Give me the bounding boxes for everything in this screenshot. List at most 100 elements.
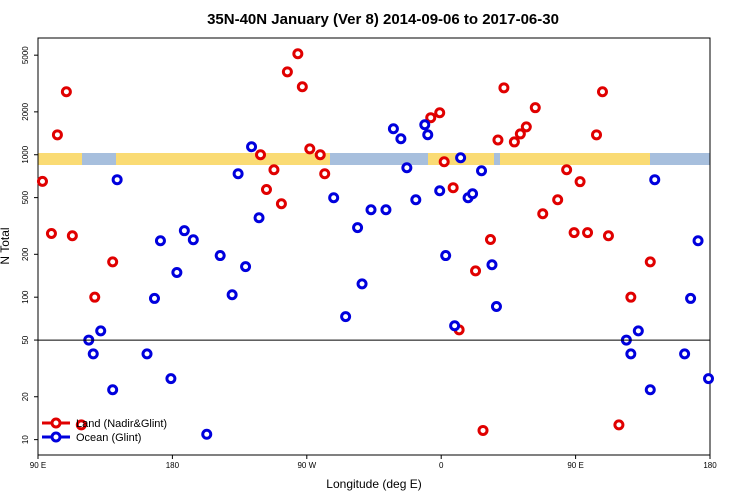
data-point	[356, 278, 368, 290]
data-point	[89, 291, 101, 303]
data-point	[649, 174, 661, 186]
data-point	[596, 86, 608, 98]
data-point	[470, 265, 482, 277]
data-point	[87, 348, 99, 360]
data-point	[514, 128, 526, 140]
data-point	[529, 102, 541, 114]
y-tick-label: 50	[21, 335, 30, 344]
data-point	[314, 149, 326, 161]
x-tick-label: 180	[166, 461, 180, 470]
data-point	[328, 192, 340, 204]
data-point	[476, 165, 488, 177]
data-point	[679, 348, 691, 360]
data-point	[253, 212, 265, 224]
legend-marker	[50, 417, 62, 429]
data-point	[644, 384, 656, 396]
data-point	[268, 164, 280, 176]
data-point	[498, 82, 510, 94]
data-point	[352, 222, 364, 234]
plot-frame	[37, 37, 711, 456]
data-point	[410, 194, 422, 206]
land-strip	[500, 153, 650, 165]
y-tick-label: 500	[21, 190, 30, 204]
data-point	[520, 121, 532, 133]
data-point	[165, 373, 177, 385]
data-point	[232, 168, 244, 180]
data-point	[255, 149, 267, 161]
data-point	[449, 320, 461, 332]
x-tick-label: 0	[439, 461, 444, 470]
data-point	[552, 194, 564, 206]
data-point	[107, 256, 119, 268]
data-point	[591, 129, 603, 141]
data-point	[148, 292, 160, 304]
data-point	[419, 119, 431, 131]
y-tick-label: 100	[21, 290, 30, 304]
legend-label: Ocean (Glint)	[76, 432, 141, 444]
data-point	[275, 198, 287, 210]
x-axis-label: Longitude (deg E)	[326, 477, 421, 491]
data-point	[574, 176, 586, 188]
data-point	[60, 86, 72, 98]
data-point	[36, 175, 48, 187]
y-tick-label: 5000	[21, 46, 30, 64]
data-point	[66, 230, 78, 242]
data-point	[141, 348, 153, 360]
data-point	[111, 174, 123, 186]
data-point	[484, 234, 496, 246]
data-point	[602, 230, 614, 242]
data-point	[568, 227, 580, 239]
data-point	[537, 208, 549, 220]
data-point	[292, 48, 304, 60]
data-point	[201, 428, 213, 440]
data-point	[75, 419, 87, 431]
y-tick-label: 200	[21, 247, 30, 261]
data-point	[107, 384, 119, 396]
data-point	[447, 182, 459, 194]
data-point	[246, 141, 258, 153]
data-point	[434, 107, 446, 119]
data-point	[340, 311, 352, 323]
data-point	[561, 164, 573, 176]
data-point	[214, 250, 226, 262]
data-point	[508, 136, 520, 148]
y-tick-label: 1000	[21, 145, 30, 163]
x-tick-label: 90 W	[297, 461, 316, 470]
data-point	[45, 227, 57, 239]
land-strip	[38, 153, 82, 165]
data-point	[304, 143, 316, 155]
data-point	[387, 123, 399, 135]
legend-marker	[50, 431, 62, 443]
data-point	[365, 204, 377, 216]
data-point	[260, 184, 272, 196]
data-point	[319, 168, 331, 180]
data-point	[425, 112, 437, 124]
x-tick-label: 180	[703, 461, 717, 470]
map-strip	[38, 153, 710, 165]
y-tick-label: 2000	[21, 102, 30, 120]
data-point	[395, 133, 407, 145]
data-point	[401, 162, 413, 174]
data-point	[438, 156, 450, 168]
data-point	[644, 256, 656, 268]
chart-title: 35N-40N January (Ver 8) 2014-09-06 to 20…	[207, 11, 559, 28]
data-point	[490, 301, 502, 313]
data-point	[582, 227, 594, 239]
data-point	[455, 152, 467, 164]
y-axis-label: N Total	[0, 227, 12, 264]
x-tick-label: 90 E	[30, 461, 46, 470]
data-point	[486, 259, 498, 271]
plot-area	[36, 48, 715, 440]
data-point	[625, 291, 637, 303]
data-point	[240, 261, 252, 273]
data-point	[380, 204, 392, 216]
land-strip	[116, 153, 330, 165]
legend-label: Land (Nadir&Glint)	[76, 418, 167, 430]
data-point	[625, 348, 637, 360]
data-point	[434, 185, 446, 197]
data-point	[171, 267, 183, 279]
x-tick-label: 90 E	[567, 461, 583, 470]
data-point	[95, 325, 107, 337]
